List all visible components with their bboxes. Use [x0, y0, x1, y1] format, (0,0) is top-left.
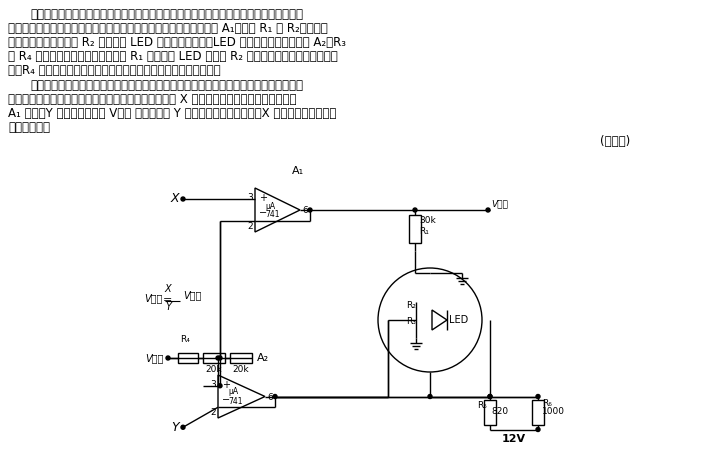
Text: +: +: [222, 380, 230, 390]
Text: A₂: A₂: [257, 353, 269, 363]
Bar: [409, 215, 421, 243]
Text: −: −: [222, 395, 230, 405]
Circle shape: [181, 425, 185, 429]
Text: LED: LED: [449, 315, 468, 325]
Bar: [532, 399, 544, 425]
Text: 741: 741: [265, 210, 280, 219]
Text: 6: 6: [302, 206, 307, 215]
Circle shape: [218, 384, 222, 388]
Circle shape: [536, 395, 540, 399]
Bar: [203, 353, 225, 363]
Text: V出出: V出出: [491, 199, 508, 208]
Text: 本电路可用于扫描电子显微镜的对比度自动控制、声耦合调制解调器、传真通信、声平控: 本电路可用于扫描电子显微镜的对比度自动控制、声耦合调制解调器、传真通信、声平控: [30, 79, 303, 92]
Circle shape: [413, 208, 417, 212]
Circle shape: [216, 356, 220, 360]
Text: R₃: R₃: [406, 317, 416, 326]
Text: R₄: R₄: [180, 335, 190, 344]
Circle shape: [428, 395, 432, 399]
Text: 3: 3: [210, 380, 216, 389]
Text: μA: μA: [228, 388, 238, 397]
Text: μA: μA: [265, 202, 275, 211]
Circle shape: [273, 395, 277, 399]
Text: 3: 3: [247, 193, 253, 202]
Circle shape: [181, 197, 185, 201]
Circle shape: [308, 208, 312, 212]
Text: 持线性关系。: 持线性关系。: [8, 121, 50, 134]
Circle shape: [488, 395, 492, 399]
Text: Y: Y: [172, 421, 179, 434]
Text: X: X: [170, 192, 179, 206]
Text: 变增益放大器，光导体 R₂ 的阻値随 LED 的发光量而变化。LED 的发光量由运算放大器 A₂、R₃: 变增益放大器，光导体 R₂ 的阻値随 LED 的发光量而变化。LED 的发光量由…: [8, 36, 346, 49]
Text: X: X: [164, 284, 172, 294]
Text: V基准: V基准: [146, 353, 164, 363]
Text: R₁: R₁: [419, 227, 429, 236]
Text: 741: 741: [228, 397, 242, 406]
Text: +: +: [259, 193, 267, 203]
Text: −: −: [259, 208, 267, 218]
Bar: [484, 399, 496, 425]
Circle shape: [536, 428, 540, 431]
Text: V出出: V出出: [144, 293, 163, 303]
Text: A₁: A₁: [292, 166, 304, 176]
Circle shape: [166, 356, 170, 360]
Bar: [230, 353, 252, 363]
Text: 1000: 1000: [542, 407, 565, 416]
Circle shape: [488, 395, 492, 399]
Text: 经济。电路中有一中心抽头的光导体，电路的上部分包括运算放大器 A₁、电阻 R₁ 和 R₂，它为一: 经济。电路中有一中心抽头的光导体，电路的上部分包括运算放大器 A₁、电阻 R₁ …: [8, 22, 327, 35]
Text: 制，以及需要自动增益控制的电路。电路正常工作要求 X 输入値严格限制在不使运算放大器: 制，以及需要自动增益控制的电路。电路正常工作要求 X 输入値严格限制在不使运算放…: [8, 93, 297, 106]
Text: 当输入为宽带时，如仅需中等精度，可用模拟分压器，它比模块式集成电路分压器简单和: 当输入为宽带时，如仅需中等精度，可用模拟分压器，它比模块式集成电路分压器简单和: [30, 8, 303, 21]
Text: V基准: V基准: [183, 290, 202, 300]
Circle shape: [218, 356, 222, 360]
Text: 12V: 12V: [502, 434, 526, 444]
Text: 2: 2: [247, 222, 253, 231]
Text: 20k: 20k: [205, 365, 222, 374]
Text: Y: Y: [165, 302, 171, 312]
Text: 和 R₄ 组成的反馈回路控制，光导体 R₁ 用以改进 LED 电流和 R₂ 阻値之间的非线性和不恒定关: 和 R₄ 组成的反馈回路控制，光导体 R₁ 用以改进 LED 电流和 R₂ 阻値…: [8, 50, 337, 63]
Text: =: =: [163, 295, 172, 305]
Text: R₅: R₅: [477, 400, 487, 409]
Text: 30k: 30k: [419, 216, 435, 225]
Text: 6: 6: [267, 392, 272, 401]
Text: (厉光巧): (厉光巧): [600, 135, 630, 148]
Text: R₆: R₆: [542, 399, 552, 408]
Bar: [178, 353, 198, 363]
Text: 2: 2: [210, 408, 216, 417]
Text: 系。R₄ 的微调部分用以校正电阻许可误差与光导体之间的不匹配。: 系。R₄ 的微调部分用以校正电阻许可误差与光导体之间的不匹配。: [8, 64, 221, 77]
Text: A₁ 饱和，Y 输入値介于零与 V基准 之间。如果 Y 输入输出在以上范围时，X 输入和输出之间仍保: A₁ 饱和，Y 输入値介于零与 V基准 之间。如果 Y 输入输出在以上范围时，X…: [8, 107, 336, 120]
Text: 820: 820: [491, 407, 508, 416]
Text: R₂: R₂: [406, 302, 416, 311]
Text: 20k: 20k: [232, 365, 249, 374]
Circle shape: [486, 208, 490, 212]
